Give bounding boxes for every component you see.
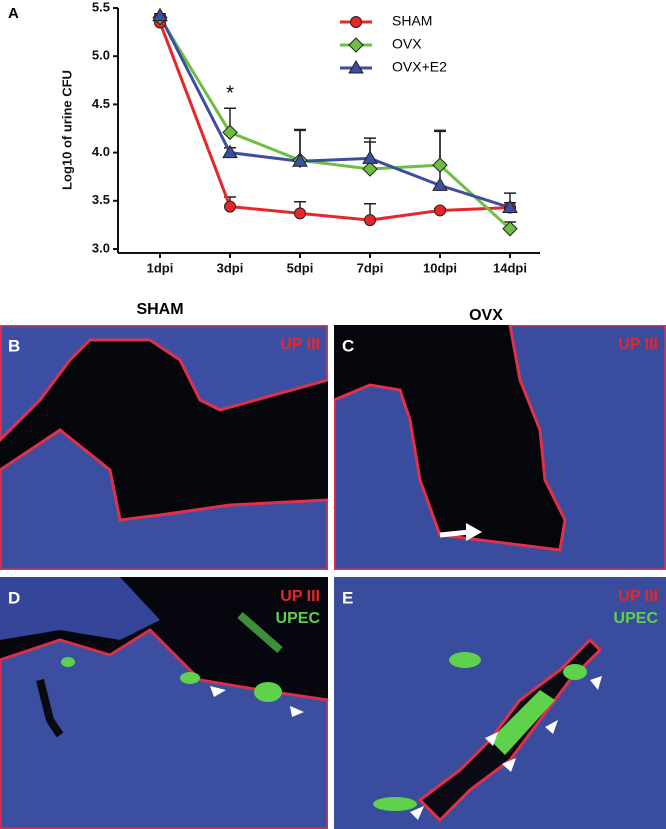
column-title: SHAM — [136, 301, 183, 318]
data-point — [152, 7, 168, 22]
y-tick-label: 4.5 — [92, 96, 110, 111]
x-tick-label: 14dpi — [493, 260, 527, 275]
legend-label: OVX — [392, 36, 422, 52]
stain-label: UP III — [280, 336, 320, 353]
stain-label: UP III — [618, 336, 658, 353]
annotation: * — [226, 83, 234, 105]
data-point — [222, 124, 238, 141]
stain-label: UPEC — [276, 610, 321, 627]
data-point — [502, 221, 518, 237]
y-tick-label: 5.0 — [92, 48, 110, 63]
data-point — [432, 157, 448, 173]
series-line — [158, 16, 512, 230]
y-tick-label: 3.5 — [92, 192, 110, 207]
panel-label: D — [8, 588, 20, 607]
panel-label: E — [342, 588, 353, 607]
data-point — [222, 144, 238, 159]
micrograph — [0, 577, 328, 829]
column-title: OVX — [469, 307, 503, 324]
data-point — [362, 161, 378, 177]
x-tick-label: 10dpi — [423, 260, 457, 275]
legend-label: OVX+E2 — [392, 59, 447, 75]
panel-label: B — [8, 336, 20, 355]
stain-label: UP III — [618, 588, 658, 605]
series-line — [158, 15, 511, 209]
legend-marker — [348, 60, 364, 74]
micrograph — [334, 325, 666, 570]
y-tick-label: 5.5 — [92, 0, 110, 14]
micrograph — [334, 577, 666, 829]
x-tick-label: 7dpi — [357, 260, 384, 275]
data-point — [224, 200, 236, 213]
legend-marker — [350, 16, 362, 28]
series-line — [158, 21, 511, 222]
legend-marker — [348, 37, 364, 53]
data-point — [432, 177, 448, 191]
panel-label: A — [8, 5, 19, 22]
data-point — [294, 207, 306, 220]
panel-label: C — [342, 336, 354, 355]
data-point — [434, 204, 446, 217]
data-point — [364, 214, 376, 227]
legend-label: SHAM — [392, 13, 432, 29]
data-point — [502, 199, 518, 214]
x-tick-label: 1dpi — [147, 260, 174, 275]
micrograph — [0, 325, 328, 570]
stain-label: UPEC — [614, 610, 659, 627]
stain-label: UP III — [280, 588, 320, 605]
y-tick-label: 3.0 — [92, 240, 110, 255]
y-axis-label: Log10 of urine CFU — [59, 70, 74, 190]
x-tick-label: 3dpi — [217, 260, 244, 275]
y-tick-label: 4.0 — [92, 144, 110, 159]
data-point — [362, 150, 378, 164]
x-tick-label: 5dpi — [287, 260, 314, 275]
data-point — [292, 153, 308, 167]
